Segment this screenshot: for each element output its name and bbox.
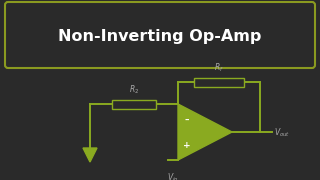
Text: $R_f$: $R_f$	[214, 62, 224, 75]
Text: –: –	[185, 116, 189, 125]
Polygon shape	[178, 104, 232, 160]
Text: Non-Inverting Op-Amp: Non-Inverting Op-Amp	[58, 28, 262, 44]
Polygon shape	[83, 148, 97, 162]
Text: $R_2$: $R_2$	[129, 84, 139, 96]
Text: +: +	[183, 141, 191, 150]
Bar	[194, 78, 244, 87]
Bar	[112, 100, 156, 109]
FancyBboxPatch shape	[5, 2, 315, 68]
Text: $V_{in}$: $V_{in}$	[167, 172, 179, 180]
Text: $V_{out}$: $V_{out}$	[274, 127, 290, 139]
